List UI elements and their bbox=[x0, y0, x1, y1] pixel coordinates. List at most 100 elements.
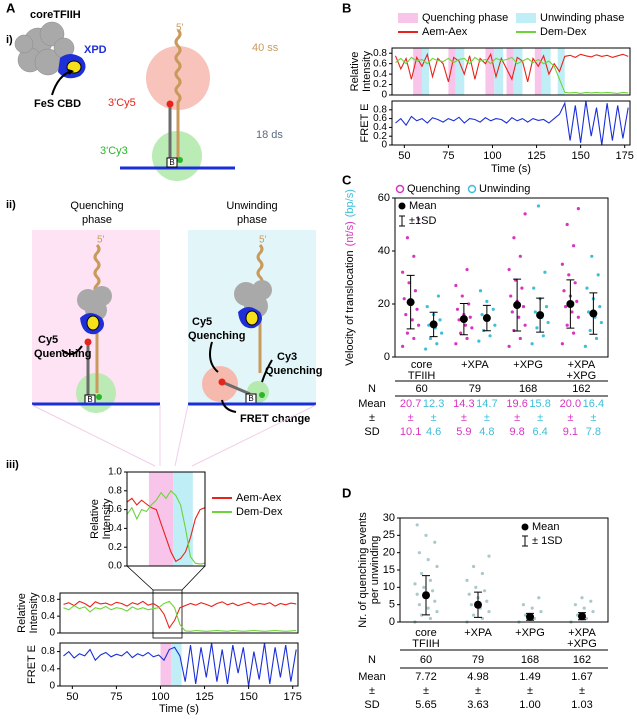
mean-marker bbox=[422, 591, 430, 600]
x-tick-label: 100 bbox=[151, 691, 169, 703]
mean-marker bbox=[482, 314, 491, 323]
x-tick-label: 175 bbox=[616, 150, 634, 162]
y-tick-label: 0.6 bbox=[373, 113, 387, 124]
y-tick-label: 0.2 bbox=[373, 79, 387, 90]
mean-marker bbox=[513, 301, 522, 310]
n-value: 162 bbox=[573, 654, 591, 666]
y-axis-title: FRET E bbox=[26, 645, 38, 684]
data-point bbox=[571, 244, 576, 248]
label: Cy5 bbox=[192, 316, 212, 328]
sd-value: 7.8 bbox=[586, 426, 601, 438]
data-point bbox=[435, 610, 439, 614]
legend-label: Unwinding phase bbox=[540, 12, 624, 24]
data-point bbox=[417, 323, 421, 327]
data-point bbox=[415, 307, 419, 311]
row-label: Mean bbox=[358, 398, 386, 410]
data-point bbox=[428, 336, 433, 341]
data-point bbox=[401, 344, 405, 348]
mean-value: 15.8 bbox=[529, 398, 550, 410]
diagram-i: coreTFIIH XPD FeS CBD B 5' 40 ss 3'Cy5 1… bbox=[14, 9, 283, 181]
y-tick-label: 0 bbox=[381, 140, 387, 151]
panel-label: D bbox=[342, 485, 351, 500]
mean-marker bbox=[536, 311, 545, 320]
y-tick-label: 25 bbox=[383, 529, 395, 541]
data-point bbox=[405, 331, 410, 335]
y-axis-title: per unwinding bbox=[369, 536, 381, 605]
y-axis-title: Intensity bbox=[28, 592, 40, 633]
data-point bbox=[463, 323, 468, 327]
x-tick-label: 175 bbox=[284, 691, 302, 703]
phase-span bbox=[506, 48, 514, 95]
legend-label: Dem-Dex bbox=[540, 26, 587, 38]
trace bbox=[126, 489, 206, 565]
plot-frame bbox=[59, 592, 299, 634]
data-point bbox=[560, 342, 564, 346]
phase-span bbox=[494, 48, 504, 95]
legend-label: Quenching phase bbox=[422, 12, 508, 24]
label: 5' bbox=[259, 235, 267, 246]
legend-label: ±1SD bbox=[409, 215, 436, 227]
y-tick-label: 0.2 bbox=[373, 131, 387, 142]
plot-frame bbox=[394, 197, 609, 358]
x-tick-label: 50 bbox=[66, 691, 78, 703]
category-label: +XPG bbox=[515, 627, 545, 639]
trace bbox=[126, 497, 206, 563]
category-label: +XPG bbox=[567, 638, 597, 650]
data-point bbox=[470, 326, 474, 330]
row-label: ± bbox=[369, 412, 375, 424]
plot-frame bbox=[391, 100, 631, 146]
data-point bbox=[487, 554, 491, 558]
x-tick-label: 125 bbox=[195, 691, 213, 703]
y-tick-label: 0.4 bbox=[108, 523, 122, 534]
data-point bbox=[532, 286, 536, 290]
data-point bbox=[517, 315, 521, 319]
legend-label: ± 1SD bbox=[532, 535, 563, 547]
label: 3'Cy3 bbox=[100, 145, 128, 157]
trace bbox=[63, 600, 297, 632]
data-point bbox=[467, 302, 471, 306]
data-point bbox=[520, 286, 524, 290]
data-point bbox=[417, 603, 421, 607]
row-label: N bbox=[368, 654, 376, 666]
data-point bbox=[420, 571, 424, 576]
y-tick-label: 20 bbox=[378, 298, 390, 310]
data-point bbox=[521, 603, 526, 607]
data-point bbox=[546, 320, 550, 325]
data-point bbox=[575, 299, 579, 303]
y-axis-title: Velocity of translocation (nt/s) (bp/s) bbox=[344, 189, 356, 366]
data-point bbox=[472, 564, 476, 569]
n-value: 79 bbox=[469, 383, 481, 395]
phase-span bbox=[148, 472, 174, 566]
phase-span bbox=[541, 48, 551, 95]
label: 3'Cy5 bbox=[108, 97, 136, 109]
n-value: 162 bbox=[572, 383, 590, 395]
data-point bbox=[588, 328, 592, 333]
data-point bbox=[585, 286, 589, 290]
plot-frame bbox=[399, 517, 609, 623]
data-point bbox=[435, 342, 439, 346]
y-tick-label: 0 bbox=[49, 681, 55, 692]
sub-label: i) bbox=[6, 34, 13, 46]
y-tick-label: 20 bbox=[383, 547, 395, 559]
data-point bbox=[431, 589, 435, 593]
x-tick-label: 150 bbox=[239, 691, 257, 703]
y-tick-label: 1.0 bbox=[108, 467, 122, 478]
data-point bbox=[404, 313, 408, 317]
sd-value: 5.9 bbox=[456, 426, 471, 438]
data-point bbox=[512, 236, 516, 240]
plus-minus: ± bbox=[408, 412, 414, 424]
sd-value: 1.03 bbox=[571, 699, 592, 711]
legend-swatch bbox=[395, 184, 405, 194]
legend-label: Unwinding bbox=[479, 183, 530, 195]
plus-minus: ± bbox=[484, 412, 490, 424]
trace bbox=[63, 642, 297, 687]
data-point bbox=[583, 344, 587, 348]
mean-value: 16.4 bbox=[583, 398, 604, 410]
legend-label: Quenching bbox=[407, 183, 460, 195]
row-label: Mean bbox=[358, 671, 386, 683]
y-axis-unit: (nt/s) bbox=[344, 221, 356, 246]
mean-value: 19.6 bbox=[506, 398, 527, 410]
y-tick-label: 0.8 bbox=[373, 48, 387, 59]
